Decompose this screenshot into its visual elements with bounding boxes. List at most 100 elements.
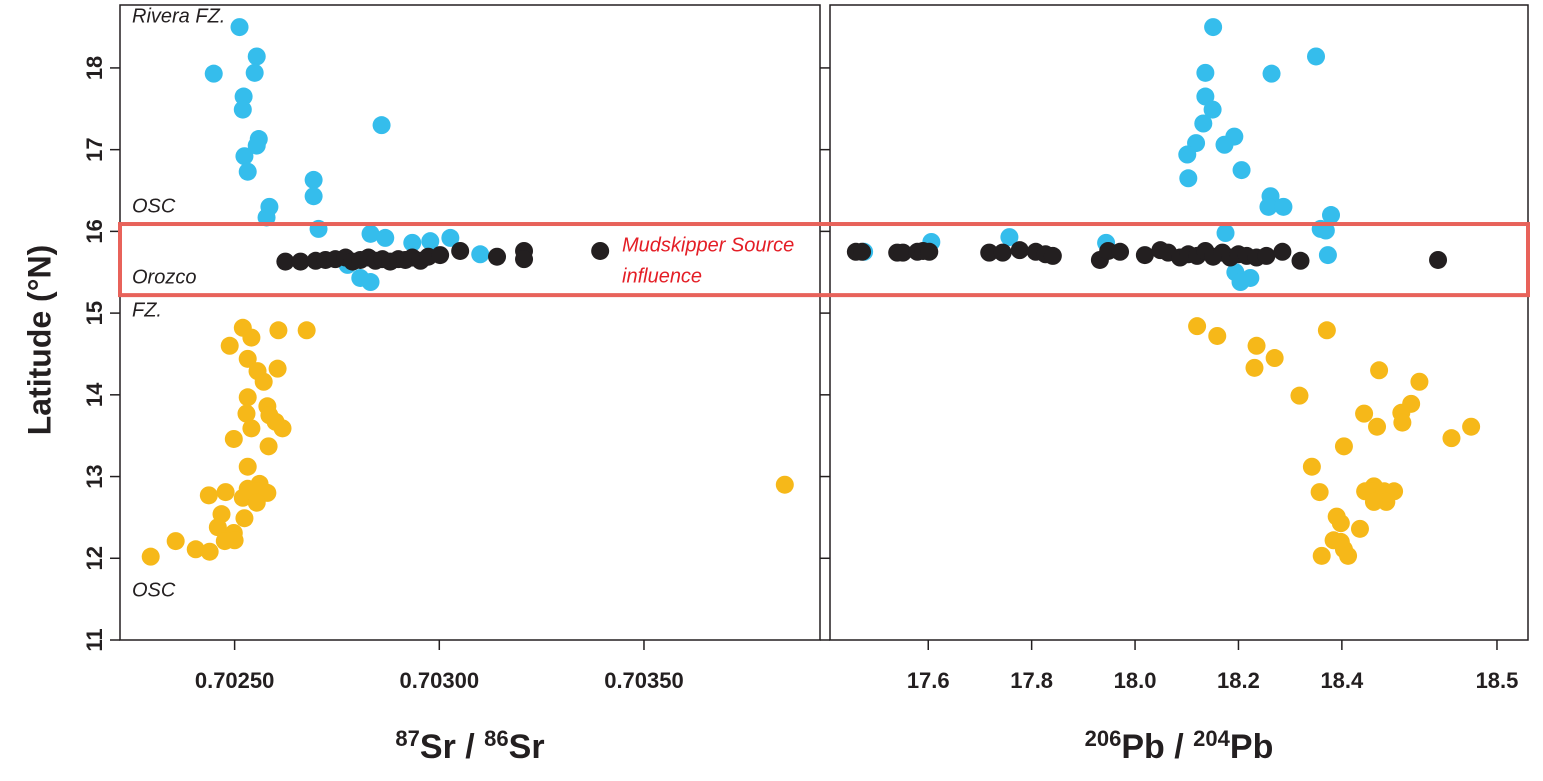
x-axis-label-part: Pb / bbox=[1121, 728, 1193, 766]
annotation: OSC bbox=[132, 579, 176, 601]
point bbox=[237, 404, 256, 423]
point bbox=[276, 252, 295, 271]
point bbox=[234, 87, 253, 106]
x-tick-label: 18.2 bbox=[1217, 668, 1260, 693]
y-tick-label: 11 bbox=[82, 628, 107, 651]
point bbox=[441, 228, 460, 247]
y-tick-label: 15 bbox=[82, 301, 107, 325]
point bbox=[257, 208, 276, 227]
point bbox=[1310, 483, 1329, 502]
point bbox=[238, 388, 257, 407]
point bbox=[1370, 361, 1389, 380]
point bbox=[421, 232, 440, 251]
x-axis-label: 87Sr / 86Sr bbox=[395, 726, 544, 767]
point bbox=[1257, 246, 1276, 265]
point bbox=[403, 233, 422, 252]
point bbox=[1429, 250, 1448, 269]
point bbox=[1273, 242, 1292, 261]
point bbox=[376, 228, 395, 247]
y-tick-label: 13 bbox=[82, 464, 107, 488]
annotation: Rivera FZ. bbox=[132, 5, 225, 27]
point bbox=[775, 475, 794, 494]
point bbox=[372, 116, 391, 135]
point bbox=[1245, 358, 1264, 377]
point bbox=[471, 245, 490, 264]
point bbox=[1316, 221, 1335, 240]
x-axis-label-part: Pb bbox=[1230, 728, 1273, 766]
x-tick-label: 18.5 bbox=[1476, 668, 1519, 693]
x-tick-label: 17.6 bbox=[907, 668, 950, 693]
point bbox=[1334, 437, 1353, 456]
y-tick-label: 16 bbox=[82, 219, 107, 243]
point bbox=[1442, 429, 1461, 448]
point bbox=[304, 187, 323, 206]
point bbox=[1393, 413, 1412, 432]
x-tick-label: 18.0 bbox=[1114, 668, 1157, 693]
point bbox=[166, 532, 185, 551]
point bbox=[233, 488, 252, 507]
point bbox=[1331, 514, 1350, 533]
point bbox=[199, 486, 218, 505]
point bbox=[361, 224, 380, 243]
region-label: influence bbox=[622, 265, 702, 287]
point bbox=[259, 437, 278, 456]
point bbox=[920, 242, 939, 261]
point bbox=[242, 419, 261, 438]
point bbox=[1194, 114, 1213, 133]
point bbox=[1274, 197, 1293, 216]
x-axis-label-part: 87 bbox=[395, 726, 419, 751]
x-tick-label: 0.70350 bbox=[604, 668, 684, 693]
y-axis-label: Latitude (°N) bbox=[21, 245, 57, 436]
point bbox=[268, 359, 287, 378]
point bbox=[235, 509, 254, 528]
point bbox=[1410, 372, 1429, 391]
point bbox=[273, 419, 292, 438]
point bbox=[1204, 18, 1223, 37]
point bbox=[215, 532, 234, 551]
point bbox=[247, 493, 266, 512]
point bbox=[1377, 492, 1396, 511]
point bbox=[591, 241, 610, 260]
x-tick-label: 17.8 bbox=[1010, 668, 1053, 693]
point bbox=[245, 63, 264, 82]
point bbox=[1290, 386, 1309, 405]
point bbox=[186, 540, 205, 559]
x-axis-label-part: 206 bbox=[1085, 726, 1122, 751]
point bbox=[1402, 394, 1421, 413]
point bbox=[1196, 63, 1215, 82]
point bbox=[238, 457, 257, 476]
point bbox=[291, 252, 310, 271]
point bbox=[1312, 546, 1331, 565]
point bbox=[1203, 100, 1222, 119]
point bbox=[304, 170, 323, 189]
y-tick-label: 14 bbox=[82, 382, 107, 407]
y-tick-label: 18 bbox=[82, 56, 107, 80]
point bbox=[1259, 197, 1278, 216]
point bbox=[1350, 519, 1369, 538]
point bbox=[1208, 326, 1227, 345]
point bbox=[204, 64, 223, 83]
point bbox=[297, 321, 316, 340]
point bbox=[1215, 135, 1234, 154]
point bbox=[1462, 417, 1481, 436]
point bbox=[1043, 246, 1062, 265]
point bbox=[1135, 246, 1154, 265]
point bbox=[1307, 47, 1326, 66]
point bbox=[1111, 242, 1130, 261]
point bbox=[431, 246, 450, 265]
x-tick-label: 18.4 bbox=[1320, 668, 1364, 693]
point bbox=[1364, 492, 1383, 511]
point bbox=[141, 547, 160, 566]
point bbox=[254, 372, 273, 391]
x-tick-label: 0.70250 bbox=[195, 668, 275, 693]
point bbox=[1010, 241, 1029, 260]
point bbox=[247, 136, 266, 155]
point bbox=[238, 349, 257, 368]
x-tick-label: 0.70300 bbox=[400, 668, 480, 693]
point bbox=[1000, 228, 1019, 247]
point bbox=[1231, 273, 1250, 292]
point bbox=[1178, 145, 1197, 164]
point bbox=[1265, 349, 1284, 368]
point bbox=[238, 162, 257, 181]
